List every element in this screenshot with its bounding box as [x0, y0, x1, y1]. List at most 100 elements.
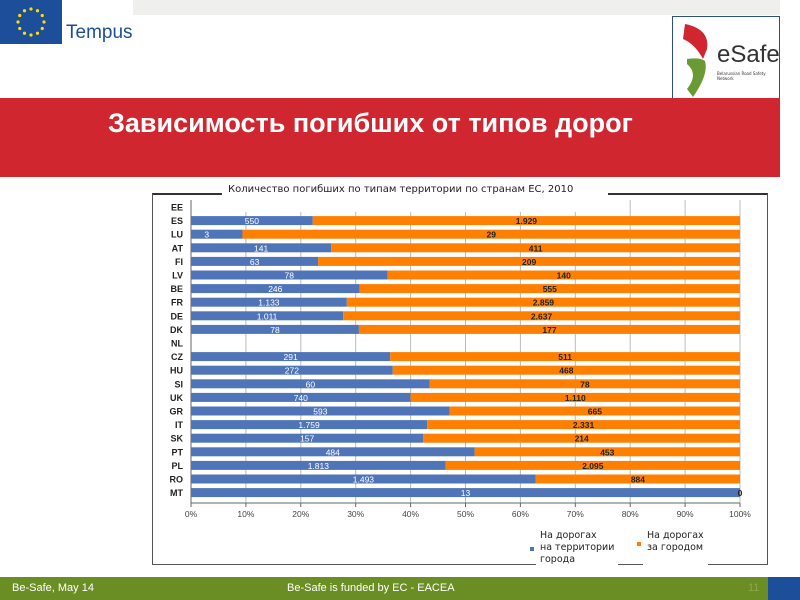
data-label-urban: 157	[300, 434, 314, 444]
y-tick-label: MT	[170, 488, 183, 498]
legend-entry-rural: На дорогах за городом	[643, 530, 708, 568]
bar-urban	[191, 460, 446, 470]
x-tick-label: 40%	[402, 509, 419, 519]
data-label-rural: 29	[487, 230, 497, 240]
data-label-urban: 1.493	[353, 475, 375, 485]
bar-rural	[390, 352, 740, 362]
x-tick-label: 100%	[729, 509, 751, 519]
bar-rural	[358, 324, 740, 334]
chart-title: Количество погибших по типам территории …	[222, 180, 608, 212]
data-label-urban: 60	[306, 379, 316, 389]
data-label-rural: 214	[575, 434, 589, 444]
bar-rural	[427, 420, 740, 430]
data-label-rural: 78	[580, 379, 590, 389]
y-tick-label: IT	[175, 420, 184, 430]
bar-rural	[331, 243, 740, 253]
x-tick-label: 20%	[292, 509, 309, 519]
data-label-rural: 453	[600, 447, 614, 457]
data-label-rural: 1.110	[565, 393, 586, 403]
y-tick-label: LU	[171, 230, 183, 240]
bar-rural	[387, 270, 740, 280]
data-label-rural: 1.929	[516, 216, 538, 226]
data-label-urban: 1.133	[258, 298, 280, 308]
footer: Be-Safe, May 14 Be-Safe is funded by EC …	[0, 577, 800, 600]
footer-date: Be-Safe, May 14	[12, 582, 94, 594]
data-label-rural: 209	[522, 257, 536, 267]
x-tick-label: 70%	[567, 509, 584, 519]
data-label-rural: 884	[631, 475, 645, 485]
y-tick-label: ES	[171, 216, 183, 226]
data-label-urban: 78	[284, 271, 294, 281]
bar-rural	[312, 216, 740, 226]
y-tick-label: PL	[171, 461, 183, 471]
y-tick-label: HU	[170, 366, 183, 376]
bar-urban	[191, 284, 360, 294]
data-label-urban: 3	[204, 230, 209, 240]
bar-urban	[191, 488, 740, 498]
bar-rural	[359, 284, 740, 294]
legend-swatch-rural	[637, 542, 641, 546]
data-label-urban: 78	[270, 325, 280, 335]
bar-urban	[191, 433, 424, 443]
data-label-rural: 2.637	[531, 311, 553, 321]
bar-rural	[474, 447, 740, 457]
y-tick-label: CZ	[171, 352, 183, 362]
x-tick-label: 80%	[622, 509, 639, 519]
x-tick-label: 50%	[457, 509, 474, 519]
y-tick-label: PT	[171, 447, 183, 457]
bar-urban	[191, 365, 393, 375]
bar-rural	[318, 256, 740, 266]
top-bar	[133, 0, 780, 15]
data-label-urban: 593	[313, 407, 327, 417]
data-label-urban: 291	[284, 352, 298, 362]
y-tick-label: EE	[171, 203, 183, 213]
y-tick-label: SI	[174, 379, 183, 389]
data-label-urban: 272	[285, 366, 299, 376]
data-label-urban: 246	[268, 284, 282, 294]
data-label-rural: 140	[557, 271, 571, 281]
data-label-urban: 1.011	[257, 311, 278, 321]
bar-urban	[191, 297, 347, 307]
data-label-urban: 740	[294, 393, 308, 403]
bar-rural	[343, 311, 740, 321]
bar-rural	[445, 460, 740, 470]
data-label-urban: 484	[326, 447, 340, 457]
y-tick-label: BE	[170, 284, 183, 294]
bar-rural	[410, 392, 740, 402]
y-tick-label: NL	[171, 339, 183, 349]
bar-urban	[191, 229, 243, 239]
bar-rural	[535, 474, 740, 484]
bar-rural	[346, 297, 740, 307]
y-tick-label: LV	[172, 271, 183, 281]
y-tick-label: RO	[170, 475, 184, 485]
data-label-rural: 511	[558, 352, 572, 362]
data-label-urban: 141	[254, 243, 268, 253]
x-tick-label: 0%	[185, 509, 198, 519]
data-label-rural: 177	[542, 325, 556, 335]
title-banner	[0, 98, 780, 177]
data-label-urban: 1.759	[298, 420, 320, 430]
bar-urban	[191, 379, 430, 389]
y-tick-label: SK	[170, 434, 183, 444]
data-label-rural: 411	[529, 243, 543, 253]
bar-urban	[191, 392, 411, 402]
x-tick-label: 90%	[677, 509, 694, 519]
data-label-rural: 2.859	[533, 298, 555, 308]
bar-rural	[392, 365, 740, 375]
data-label-urban: 13	[461, 488, 471, 498]
eu-flag-small	[768, 577, 800, 600]
data-label-rural: 2.331	[573, 420, 595, 430]
y-tick-label: FR	[171, 298, 183, 308]
bar-rural	[449, 406, 740, 416]
bar-urban	[191, 447, 475, 457]
bar-urban	[191, 324, 359, 334]
bar-urban	[191, 243, 332, 253]
footer-funding: Be-Safe is funded by EC - EACEA	[287, 582, 455, 594]
bar-rural	[242, 229, 740, 239]
data-label-rural: 468	[559, 366, 573, 376]
bar-urban	[191, 216, 313, 226]
y-tick-label: FI	[175, 257, 183, 267]
data-label-rural: 665	[588, 407, 602, 417]
data-label-urban: 550	[245, 216, 259, 226]
